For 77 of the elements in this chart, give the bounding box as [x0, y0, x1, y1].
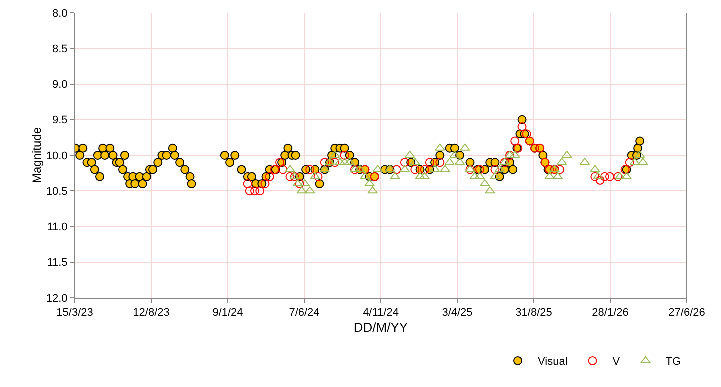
point — [390, 172, 400, 180]
point — [615, 172, 626, 180]
x-tick-label: 4/11/24 — [363, 307, 399, 320]
point — [250, 186, 260, 196]
point — [470, 172, 480, 180]
point — [596, 176, 605, 185]
point — [420, 165, 430, 174]
point — [544, 172, 555, 180]
point — [436, 158, 445, 168]
point — [310, 172, 320, 180]
point — [605, 172, 614, 182]
y-tick-label: 9.5 — [52, 114, 68, 127]
point — [593, 172, 604, 180]
y-tick-label: 11.0 — [47, 222, 68, 234]
point — [392, 165, 402, 174]
point — [256, 186, 265, 196]
x-tick-label: 9/1/24 — [212, 307, 244, 320]
x-tick-label: 31/8/25 — [516, 307, 552, 320]
point — [440, 165, 450, 172]
point — [622, 172, 632, 180]
x-tick-label: 12/8/23 — [133, 307, 170, 320]
x-tick-label: 28/1/26 — [592, 307, 629, 320]
legend-label: TG — [666, 356, 682, 368]
y-tick-label: 12.0 — [46, 292, 68, 305]
y-tick-label: 10.5 — [46, 186, 68, 198]
point — [600, 172, 610, 182]
point — [278, 165, 288, 174]
legend-label: Visual — [538, 356, 568, 368]
point — [330, 158, 340, 168]
y-axis-title: Magnitude — [30, 127, 44, 184]
point — [368, 186, 378, 194]
point — [444, 158, 455, 166]
point — [260, 180, 270, 188]
point — [638, 158, 648, 166]
point — [614, 172, 623, 182]
point — [306, 165, 315, 174]
point — [410, 165, 420, 174]
x-tick-label: 7/6/24 — [289, 307, 320, 320]
y-tick-label: 8.5 — [52, 43, 68, 56]
y-tick-label: 8.0 — [52, 8, 68, 20]
point — [410, 158, 420, 166]
point — [245, 186, 254, 196]
point — [340, 158, 350, 166]
point — [335, 158, 346, 166]
point — [243, 180, 252, 188]
x-tick-label: 3/4/25 — [442, 307, 473, 320]
y-tick-label: 10.0 — [46, 150, 68, 162]
point — [625, 158, 634, 168]
point — [295, 180, 304, 188]
point — [590, 165, 600, 172]
point — [490, 172, 500, 180]
point — [265, 172, 274, 182]
point — [340, 151, 350, 160]
point — [420, 172, 430, 180]
point — [490, 165, 500, 174]
point — [510, 136, 520, 146]
y-tick-label: 11.5 — [47, 257, 68, 270]
point — [286, 172, 295, 182]
point — [360, 172, 370, 180]
point — [494, 165, 505, 172]
x-tick-label: 27/6/26 — [668, 307, 706, 320]
x-tick-label: 15/3/23 — [56, 307, 94, 320]
point — [285, 165, 296, 172]
point — [415, 172, 426, 180]
point — [460, 144, 470, 151]
point — [425, 158, 434, 168]
legend-label: V — [612, 356, 621, 368]
x-axis-title: DD/M/YY — [354, 320, 408, 335]
point — [556, 165, 565, 174]
y-tick-label: 9.0 — [52, 79, 68, 92]
point — [435, 144, 446, 151]
point — [485, 186, 496, 194]
point — [400, 158, 410, 168]
point — [320, 158, 330, 168]
point — [590, 172, 600, 182]
point — [314, 172, 323, 182]
point — [518, 122, 527, 132]
